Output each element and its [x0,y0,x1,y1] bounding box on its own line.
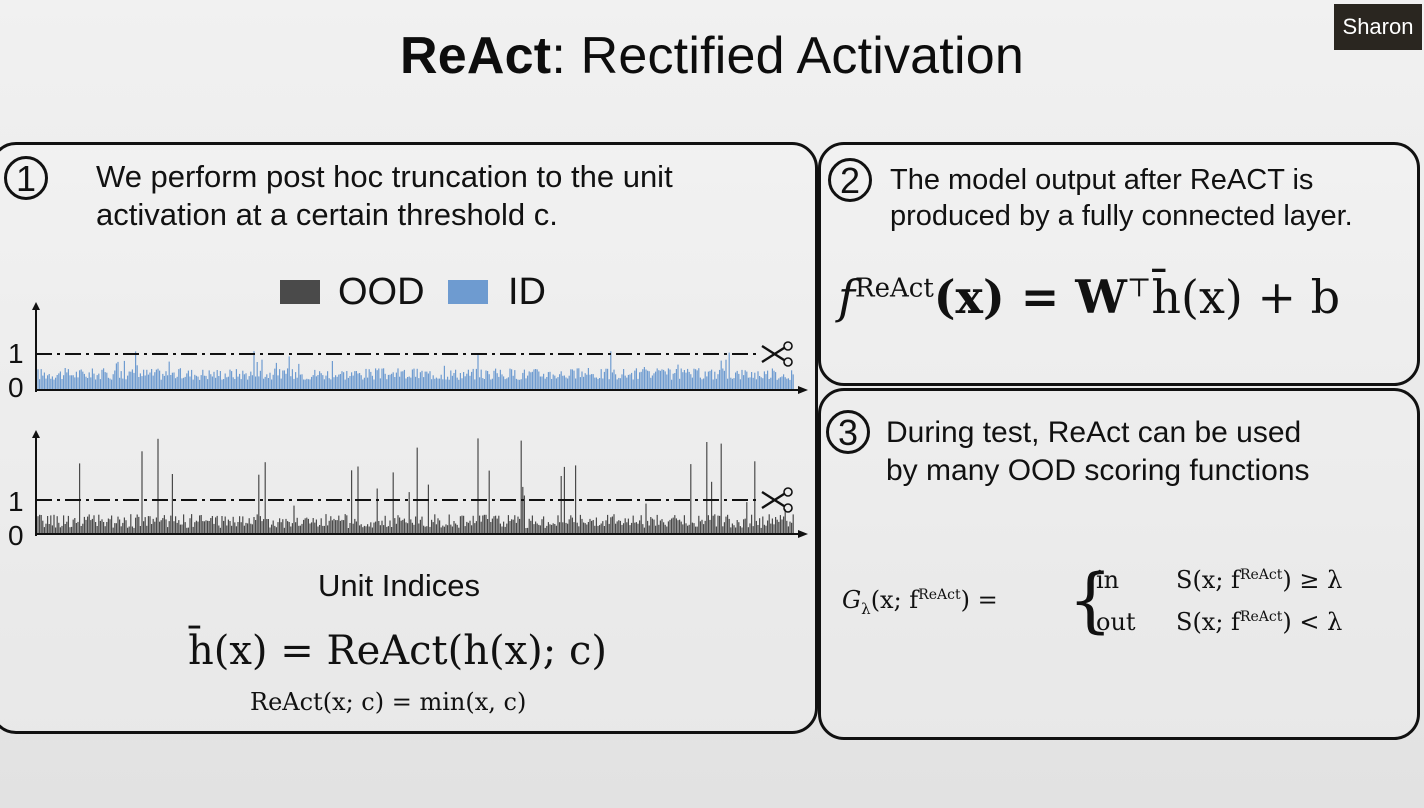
top-scissors-icon [761,341,793,367]
legend-id-swatch [448,280,488,304]
bottom-chart-y-one: 1 [8,486,24,517]
case2-end: ) < λ [1282,608,1343,636]
case1-sup: ReAct [1239,567,1283,583]
case1-cond: S(x; f [1176,566,1240,594]
title-rest: : Rectified Activation [551,27,1024,85]
unit-indices-label: Unit Indices [318,568,480,603]
lhs-g: G [842,586,862,614]
lhs-close: ) = [960,586,998,614]
panel3-number: 3 [826,410,870,454]
top-chart-y-zero: 0 [8,372,24,403]
panel1-description: We perform post hoc truncation to the un… [96,159,673,232]
lhs-args: (x; f [870,586,919,614]
panel1-number: 1 [4,156,48,200]
panel2-number: 2 [828,158,872,202]
id-activation-chart [32,302,808,394]
panel3-description: During test, ReAct can be used by many O… [886,416,1310,487]
id-activation-bars [37,351,794,390]
case2-cond: S(x; f [1176,608,1240,636]
top-chart-y-arrow [32,302,40,310]
eq-transpose: ⊤ [1126,273,1152,304]
legend-id-label: ID [508,271,546,313]
participant-name-badge: Sharon [1334,4,1422,50]
ood-activation-chart [32,430,808,538]
output-equation: fReAct(x) = W⊤h̄(x) + b [838,270,1340,324]
eq-react-sup: ReAct [855,273,934,304]
eq-f: f [838,270,856,324]
legend-ood-label: OOD [338,271,425,313]
react-equation: h̄(x) = ReAct(h(x); c) [188,628,607,674]
case-out-label: out [1096,608,1136,636]
cases-brace: { [1068,559,1113,641]
panel2-description: The model output after ReACT is produced… [890,164,1353,232]
scoring-lhs: Gλ(x; fReAct) = [842,586,998,618]
ood-activation-bars [37,438,794,534]
panel-model-output [818,142,1420,386]
case-in-condition: S(x; fReAct) ≥ λ [1176,566,1342,594]
case-out-condition: S(x; fReAct) < λ [1176,608,1342,636]
panel-scoring [818,388,1420,740]
lhs-sup: ReAct [918,587,961,603]
bottom-chart-y-arrow [32,430,40,438]
react-definition: ReAct(x; c) = min(x, c) [250,688,527,716]
case2-sup: ReAct [1239,609,1283,625]
eq-body: (x) = W [933,270,1127,324]
title-react: ReAct [400,27,552,85]
top-chart-y-one: 1 [8,338,24,369]
bottom-chart-y-zero: 0 [8,520,24,551]
case-in-label: in [1096,566,1120,594]
lhs-lambda: λ [861,599,871,618]
legend-ood-swatch [280,280,320,304]
slide-title: ReAct: Rectified Activation [0,26,1424,86]
top-chart-x-arrow [798,386,808,394]
case1-end: ) ≥ λ [1282,566,1343,594]
bottom-scissors-icon [761,487,793,513]
panel-truncation [0,142,818,734]
eq-tail: h̄(x) + b [1151,270,1341,324]
bottom-chart-x-arrow [798,530,808,538]
